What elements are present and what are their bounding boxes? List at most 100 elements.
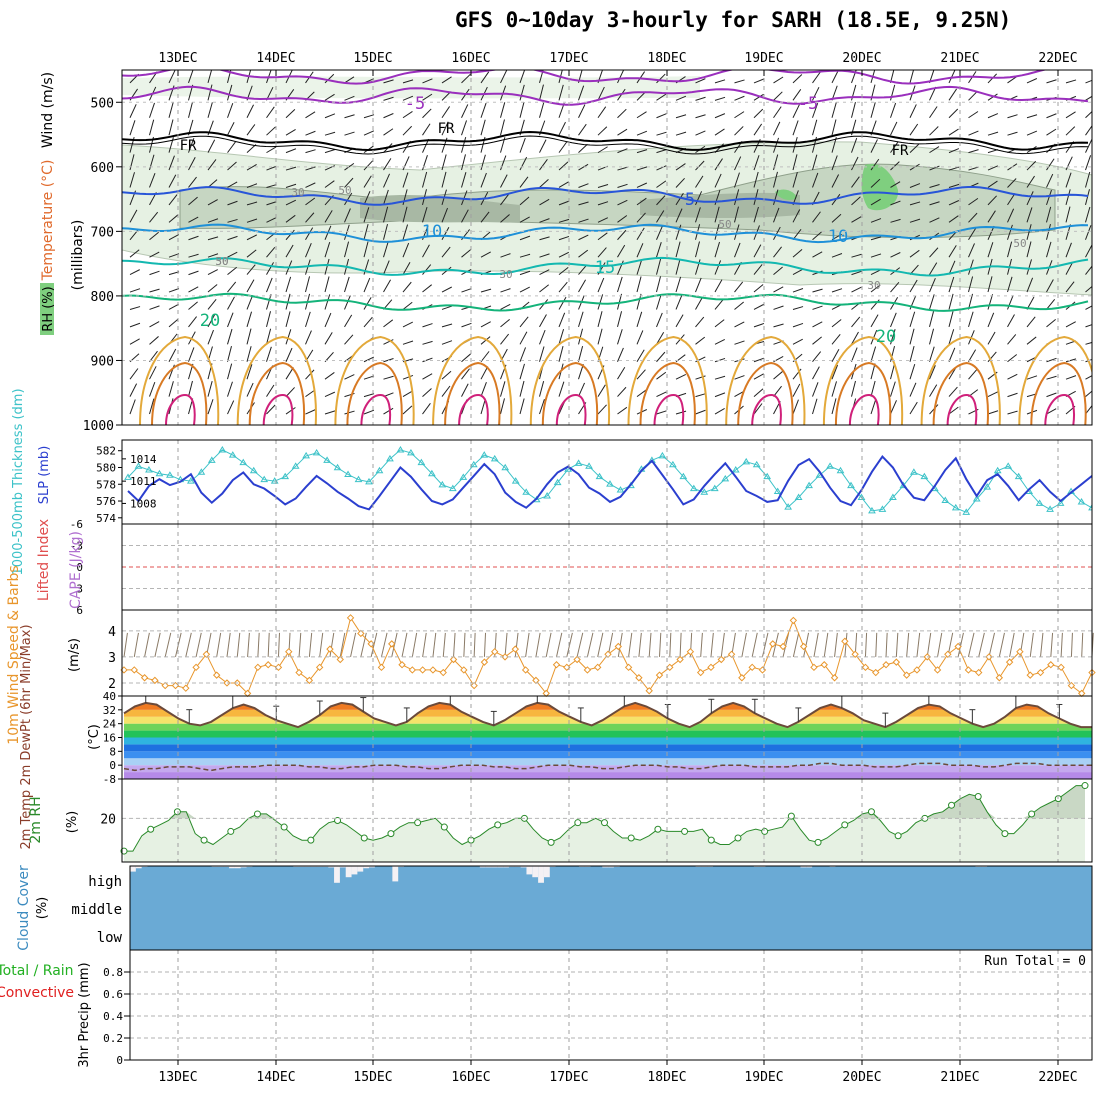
wind10-barb <box>906 632 910 657</box>
wind-barb <box>831 398 837 415</box>
cloud-bar-high <box>339 866 346 868</box>
wind10-point <box>830 674 839 682</box>
temperature-contour <box>122 85 1089 106</box>
wind-barb <box>929 365 936 380</box>
upper-ylabel-mb: (millibars) <box>70 220 86 291</box>
wind-barb <box>1046 79 1057 84</box>
wind-barb <box>305 311 311 328</box>
temp-tick-label: 8 <box>109 745 116 758</box>
wind-barb <box>870 218 882 223</box>
wind-barb <box>870 158 880 171</box>
wind10-point <box>933 666 942 674</box>
slp-point <box>606 480 614 487</box>
wind-barb <box>792 338 803 345</box>
wind-barb <box>285 148 297 154</box>
wind-barb <box>539 139 547 153</box>
wind-barb <box>422 373 433 380</box>
wind-barb <box>617 329 623 345</box>
upper-ylabel-temp: Temperature (°C) <box>40 160 56 282</box>
wind-barb <box>617 215 628 223</box>
wind10-point <box>851 650 859 659</box>
wind-barb <box>597 328 603 345</box>
wind10-point <box>511 645 520 653</box>
wind-barb <box>266 328 272 345</box>
wind-barb <box>714 113 726 119</box>
wind-barb <box>1085 265 1092 275</box>
wind-barb <box>558 218 570 223</box>
wind-barb <box>1046 113 1057 119</box>
wind-barb <box>266 70 272 84</box>
wind-barb <box>149 398 155 415</box>
wind-barb <box>597 184 609 188</box>
contour-35 <box>458 393 489 425</box>
wind-barb <box>519 316 529 328</box>
wind-barb <box>344 241 350 258</box>
contour-25 <box>1018 335 1092 425</box>
wind-barb <box>383 173 391 188</box>
wind-barb <box>1046 375 1057 380</box>
precip-tick-label: 0.6 <box>103 988 123 1001</box>
wind-barb <box>695 160 705 171</box>
wind-barb <box>402 374 414 380</box>
wind-barb <box>129 322 141 328</box>
wind-barb <box>948 148 960 154</box>
wind-barb <box>324 210 333 223</box>
wind10-barb <box>144 632 150 658</box>
rh2m-point <box>227 827 235 835</box>
wind10-barb <box>442 632 446 657</box>
wind-barb <box>1046 223 1051 240</box>
wind-barb <box>968 259 974 275</box>
wind-barb <box>734 224 740 240</box>
wind-barb <box>441 370 452 380</box>
wind-barb <box>773 189 779 206</box>
wind10-barb <box>926 632 932 657</box>
wind-barb <box>578 346 584 362</box>
wind-barb <box>636 182 648 188</box>
wind-barb <box>168 288 180 293</box>
thickness-tick-label: 576 <box>96 495 116 508</box>
wind-barb <box>968 166 979 171</box>
temp-band <box>124 737 1092 745</box>
slp-point <box>721 474 730 482</box>
slp-point <box>490 454 499 462</box>
wind-barb <box>578 143 588 153</box>
wind-barb <box>344 131 355 136</box>
wind-barb <box>129 104 137 118</box>
rh2m-point <box>1001 830 1009 838</box>
wind-barb <box>305 409 316 415</box>
temp-band <box>124 765 1092 773</box>
wind-barb <box>929 201 940 206</box>
wind-barb <box>909 143 920 153</box>
panel-frame <box>121 69 1093 426</box>
wind-barb <box>812 119 818 136</box>
wind-barb <box>812 398 818 415</box>
wind-barb <box>363 409 375 415</box>
wind-barb <box>1065 375 1077 380</box>
wind-barb <box>812 336 822 345</box>
wind-barb <box>168 174 177 188</box>
rh2m-point <box>334 817 342 824</box>
li-tick-label: 0 <box>76 561 83 574</box>
wind-barb <box>1046 241 1052 258</box>
wind-barb <box>480 172 487 188</box>
contour-label: 15 <box>595 258 615 278</box>
wind10-point <box>285 647 293 656</box>
wind-barb <box>1085 95 1092 101</box>
temp-band <box>124 772 1092 779</box>
wind-barb <box>597 201 609 206</box>
wind-barb <box>227 122 235 136</box>
wind-barb <box>792 120 799 136</box>
slp-point <box>354 475 363 483</box>
wind-barb <box>461 353 471 363</box>
wind-barb <box>831 253 843 258</box>
wind-barb <box>324 131 336 136</box>
wind10-barb <box>298 632 302 657</box>
wind-barb <box>675 374 687 380</box>
wind-barb <box>324 312 332 328</box>
wind-barb <box>1026 175 1035 188</box>
contour-30 <box>541 361 599 425</box>
slp-point <box>417 458 426 466</box>
wind-barb <box>1046 173 1054 188</box>
wind10-barb <box>236 632 241 657</box>
wind-barb <box>987 242 994 258</box>
